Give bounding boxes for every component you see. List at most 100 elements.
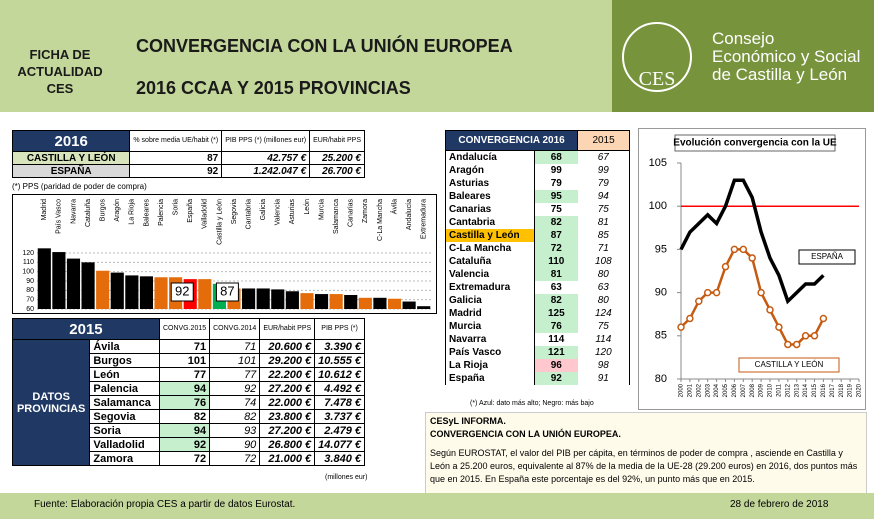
- cell: 7.478 €: [314, 395, 365, 410]
- row: Canarias 75 75: [445, 202, 630, 216]
- x-tick-label: 2009: [759, 383, 765, 397]
- cell: Burgos: [89, 353, 160, 368]
- cell: 76: [158, 395, 211, 410]
- cell: Salamanca: [89, 395, 160, 410]
- x-tick-label: La Rioja: [129, 199, 136, 225]
- header-row: 2015 CONVG.2015 CONVG.2014 EUR/habit PPS PIB…: [12, 318, 365, 340]
- point: [766, 306, 774, 314]
- bar: [96, 270, 110, 309]
- point: [810, 332, 819, 340]
- x-tick-label: Valencia: [275, 199, 282, 225]
- legend-box: [798, 249, 856, 265]
- chart-title: Evolución convergencia con la UE: [673, 138, 837, 149]
- column-header: 2015: [577, 130, 630, 151]
- x-tick-label: Baleares: [143, 199, 150, 227]
- point: [739, 245, 748, 254]
- x-tick-label: 2006: [732, 383, 738, 397]
- y-tick-label: 95: [655, 243, 667, 255]
- cell: 63: [577, 280, 630, 294]
- cell: País Vasco: [445, 345, 535, 359]
- x-tick-label: 2020: [857, 383, 863, 397]
- cell: Palencia: [89, 381, 160, 396]
- x-tick-label: Galicia: [260, 199, 267, 221]
- row: C-La Mancha 72 71: [445, 241, 630, 255]
- cell: 71: [209, 339, 261, 354]
- y-tick-label: 100: [649, 200, 667, 212]
- cell: 20.600 €: [259, 339, 316, 354]
- bar: [417, 306, 431, 309]
- row: Zamora 72 72 21.000 €3.840 €: [13, 451, 365, 466]
- note: (*) Azul: dato más alto; Negro: más bajo: [470, 400, 594, 407]
- point: [730, 245, 739, 254]
- cell: 75: [550, 203, 562, 215]
- annotation-box: [170, 282, 194, 302]
- date: 28 de febrero de 2018: [730, 499, 829, 510]
- org-line: Consejo: [712, 29, 775, 48]
- cell: 76: [534, 319, 578, 333]
- cell: 23.800 €: [259, 409, 316, 424]
- point: [784, 340, 792, 349]
- cell: 98: [577, 358, 630, 372]
- cell: 95: [534, 189, 578, 203]
- cell: 71: [158, 339, 211, 354]
- x-tick-label: 2014: [803, 383, 809, 397]
- x-tick-label: Navarra: [70, 199, 77, 224]
- note: (*) PPS (paridad de poder de compra): [12, 182, 147, 191]
- cell: 77: [158, 367, 211, 382]
- header-row: 2016% sobre media UE/habit (*) PIB PPS (*…: [11, 130, 365, 152]
- cell: 75: [577, 319, 630, 333]
- y-tick-label: 120: [22, 250, 34, 257]
- row: Murcia 76 75: [445, 319, 630, 333]
- cell: 10.555 €: [314, 353, 365, 368]
- x-tick-label: Salamanca: [333, 199, 340, 234]
- x-tick-label: C-La Mancha: [377, 199, 384, 241]
- cell: 99: [550, 164, 562, 176]
- y-tick-label: 80: [655, 373, 667, 385]
- cell: 42.757 €: [221, 151, 311, 165]
- cell: España: [445, 371, 535, 385]
- cell: 22.000 €: [259, 395, 316, 410]
- cell: 99: [577, 163, 630, 177]
- point: [712, 288, 721, 297]
- cell: 72: [158, 451, 211, 466]
- org-line: de Castilla y León: [712, 65, 848, 84]
- point: [703, 288, 712, 297]
- cell: 81: [577, 215, 630, 229]
- row: España 92 91: [445, 371, 630, 385]
- bar: [52, 252, 66, 309]
- x-tick-label: 2011: [776, 383, 782, 397]
- series-line: [679, 178, 825, 305]
- bar: [329, 294, 343, 309]
- column-header: PIB PPS (*) (millones eur): [221, 130, 311, 152]
- x-tick-label: León: [304, 199, 311, 215]
- cell: 3.840 €: [314, 451, 365, 466]
- table-title: 2015: [12, 318, 160, 340]
- cell: CASTILLA Y LEÓN: [11, 151, 131, 165]
- cell: 1.242.047 €: [221, 164, 311, 178]
- legend-box: [738, 357, 840, 373]
- y-tick-label: 60: [26, 306, 34, 313]
- bar: [358, 297, 372, 309]
- cell: 72: [534, 241, 578, 255]
- x-tick-label: Soria: [172, 199, 179, 215]
- bar: [387, 298, 402, 309]
- x-tick-label: 2012: [785, 383, 791, 397]
- subtitle: 2016 CCAA Y 2015 PROVINCIAS: [136, 78, 411, 98]
- point: [748, 254, 756, 262]
- row: País Vasco 121 120: [445, 345, 630, 359]
- x-tick-label: Castilla y León: [216, 199, 223, 245]
- cell: 124: [577, 306, 630, 320]
- column-header: CONVG.2015: [158, 318, 211, 340]
- cell: 71: [577, 241, 630, 255]
- cell: 3.390 €: [314, 339, 365, 354]
- side-label: DATOS PROVINCIAS: [11, 339, 91, 466]
- row: Burgos 101 101 29.200 €10.555 €: [13, 353, 365, 368]
- cell: 92: [129, 164, 223, 178]
- bar: [110, 272, 124, 309]
- x-tick-label: Ávila: [389, 199, 398, 214]
- cell: La Rioja: [445, 358, 535, 372]
- x-tick-label: 2015: [812, 383, 818, 397]
- legend-label: ESPAÑA: [811, 252, 844, 261]
- bar: [314, 294, 329, 309]
- cell: 80: [577, 293, 630, 307]
